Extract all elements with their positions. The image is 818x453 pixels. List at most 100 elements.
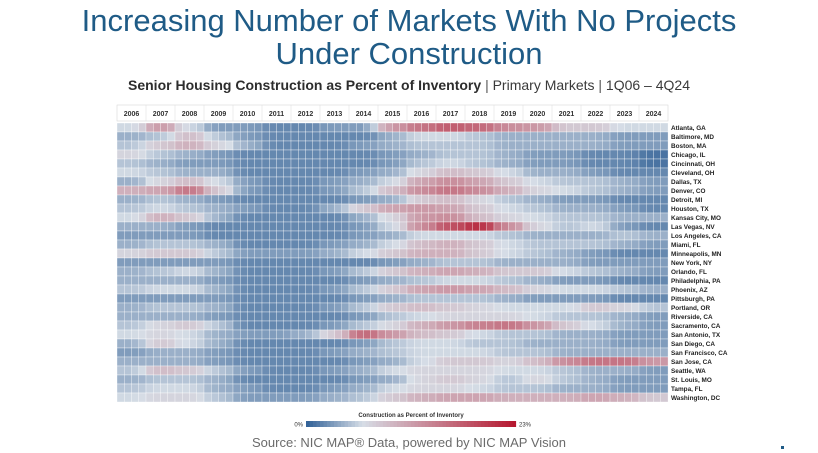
heatmap-cell [646, 203, 654, 214]
heatmap-cell [392, 212, 400, 223]
heatmap-cell [211, 275, 219, 286]
heatmap-cell [116, 374, 125, 385]
heatmap-cell [124, 374, 132, 385]
heatmap-cell [377, 122, 386, 133]
heatmap-cell [428, 383, 437, 394]
heatmap-cell [348, 140, 357, 151]
heatmap-cell [443, 275, 451, 286]
heatmap-cell [341, 356, 350, 367]
heatmap-cell [276, 365, 284, 376]
heatmap-cell [530, 338, 538, 349]
heatmap-cell [653, 383, 661, 394]
heatmap-cell [124, 221, 132, 232]
source-note: Source: NIC MAP® Data, powered by NIC MA… [252, 435, 566, 450]
heatmap-cell [334, 140, 342, 151]
heatmap-cell [261, 131, 270, 142]
heatmap-cell [580, 356, 589, 367]
heatmap-cell [247, 203, 255, 214]
heatmap-cell [269, 176, 277, 187]
heatmap-cell [638, 275, 647, 286]
heatmap-cell [160, 221, 168, 232]
heatmap-cell [348, 392, 357, 403]
heatmap-cell [247, 320, 255, 331]
heatmap-cell [609, 392, 618, 403]
heatmap-cell [457, 374, 466, 385]
legend-swatch [484, 421, 489, 427]
heatmap-cell [218, 248, 226, 259]
heatmap-cell [319, 284, 328, 295]
heatmap-cell [145, 131, 154, 142]
heatmap-cell [312, 284, 321, 295]
heatmap-cell [131, 392, 139, 403]
heatmap-cell [609, 212, 618, 223]
heatmap-cell [182, 167, 190, 178]
heatmap-cell [189, 176, 197, 187]
heatmap-cell [660, 293, 669, 304]
heatmap-cell [530, 257, 538, 268]
heatmap-cell [261, 329, 270, 340]
heatmap-cell [290, 230, 299, 241]
heatmap-cell [153, 320, 161, 331]
heatmap-cell [254, 221, 263, 232]
heatmap-cell [160, 248, 168, 259]
heatmap-cell [646, 275, 654, 286]
heatmap-cell [472, 167, 480, 178]
heatmap-cell [196, 140, 205, 151]
heatmap-cell [551, 365, 560, 376]
heatmap-cell [580, 329, 589, 340]
heatmap-cell [421, 167, 429, 178]
heatmap-cell [196, 320, 205, 331]
heatmap-cell [232, 167, 241, 178]
heatmap-cell [421, 392, 429, 403]
heatmap-cell [392, 257, 400, 268]
heatmap-cell [443, 284, 451, 295]
heatmap-cell [551, 329, 560, 340]
heatmap-cell [203, 338, 212, 349]
heatmap-cell [660, 302, 669, 313]
heatmap-cell [211, 311, 219, 322]
heatmap-cell [646, 230, 654, 241]
heatmap-cell [508, 194, 516, 205]
heatmap-cell [464, 212, 473, 223]
heatmap-cell [356, 374, 364, 385]
y-category-label: Kansas City, MO [671, 215, 721, 222]
heatmap-cell [225, 374, 234, 385]
heatmap-cell [559, 194, 567, 205]
heatmap-cell [153, 356, 161, 367]
heatmap-cell [653, 356, 661, 367]
heatmap-cell [145, 158, 154, 169]
heatmap-cell [283, 338, 292, 349]
heatmap-cell [305, 257, 313, 268]
heatmap-cell [153, 383, 161, 394]
heatmap-cell [247, 122, 255, 133]
heatmap-cell [544, 284, 553, 295]
heatmap-cell [399, 320, 408, 331]
heatmap-cell [363, 212, 371, 223]
subtitle-period: 1Q06 – 4Q24 [605, 77, 690, 93]
heatmap-cell [624, 212, 632, 223]
heatmap-cell [211, 203, 219, 214]
y-category-label: Minneapolis, MN [671, 251, 722, 258]
heatmap-cell [421, 383, 429, 394]
heatmap-cell [450, 149, 458, 160]
heatmap-cell [290, 194, 299, 205]
heatmap-cell [559, 311, 567, 322]
heatmap-cell [305, 149, 313, 160]
heatmap-cell [508, 176, 516, 187]
heatmap-cell [588, 338, 596, 349]
heatmap-cell [421, 347, 429, 358]
heatmap-cell [254, 311, 263, 322]
heatmap-cell [261, 239, 270, 250]
heatmap-cell [472, 383, 480, 394]
heatmap-cell [341, 257, 350, 268]
heatmap-cell [240, 212, 248, 223]
heatmap-cell [319, 140, 328, 151]
heatmap-cell [638, 140, 647, 151]
heatmap-cell [624, 266, 632, 277]
y-category-label: Houston, TX [671, 206, 709, 213]
y-category-label: Las Vegas, NV [671, 224, 715, 231]
heatmap-cell [312, 149, 321, 160]
heatmap-cell [421, 329, 429, 340]
heatmap-cell [370, 383, 379, 394]
